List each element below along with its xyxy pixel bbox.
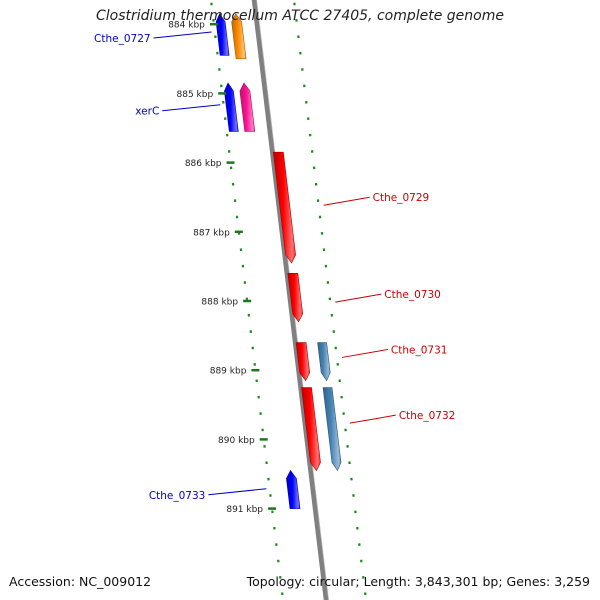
gene-label-layer: Cthe_0727 xerC Cthe_0729 Cthe_0730 Cthe_0731… xyxy=(94,31,456,502)
backbone-line xyxy=(251,0,329,600)
tick-label: 888 kbp xyxy=(201,298,238,308)
gene-label[interactable]: Cthe_0727 xyxy=(94,31,212,45)
topology-text: Topology: circular; Length: 3,843,301 bp… xyxy=(246,574,590,589)
gene-feature-reverse[interactable] xyxy=(215,13,230,56)
gene-feature-forward[interactable] xyxy=(287,272,304,323)
tick-label: 891 kbp xyxy=(226,505,263,515)
gene-feature-forward[interactable] xyxy=(301,387,321,472)
gene-label-text: Cthe_0727 xyxy=(94,33,151,45)
label-leader-line xyxy=(162,104,221,112)
gene-feature-forward[interactable] xyxy=(317,342,331,382)
gene-label-text: Cthe_0731 xyxy=(391,344,448,356)
gene-label[interactable]: xerC xyxy=(135,104,221,118)
gene-feature-reverse[interactable] xyxy=(224,82,239,132)
gene-feature-forward[interactable] xyxy=(272,151,296,264)
gene-feature-reverse[interactable] xyxy=(286,469,301,509)
tick-label: 884 kbp xyxy=(168,21,205,31)
tick-label: 890 kbp xyxy=(218,436,255,446)
label-leader-line xyxy=(349,414,396,424)
gene-label-text: Cthe_0733 xyxy=(149,490,206,502)
gene-feature-forward[interactable] xyxy=(322,387,342,472)
gene-label[interactable]: Cthe_0729 xyxy=(323,192,430,206)
tick-label: 886 kbp xyxy=(185,159,222,169)
label-leader-line xyxy=(335,293,382,303)
tick-label: 885 kbp xyxy=(177,90,214,100)
gene-label-text: Cthe_0732 xyxy=(399,410,456,422)
gene-label[interactable]: Cthe_0733 xyxy=(149,488,267,502)
gene-feature-reverse[interactable] xyxy=(239,82,256,132)
label-leader-line xyxy=(208,488,267,496)
tick-label: 889 kbp xyxy=(210,367,247,377)
gene-feature-reverse[interactable] xyxy=(231,13,247,60)
map-title: Clostridium thermocellum ATCC 27405, com… xyxy=(96,8,504,24)
gene-label[interactable]: Cthe_0730 xyxy=(335,289,441,303)
gene-label-text: xerC xyxy=(135,106,159,118)
accession-text: Accession: NC_009012 xyxy=(9,574,152,589)
label-leader-line xyxy=(323,196,370,206)
label-leader-line xyxy=(341,348,389,358)
tick-label: 887 kbp xyxy=(193,228,230,238)
gene-label-text: Cthe_0729 xyxy=(373,192,430,204)
gene-label[interactable]: Cthe_0732 xyxy=(349,410,456,424)
gene-label-text: Cthe_0730 xyxy=(384,289,441,301)
label-leader-line xyxy=(153,31,212,39)
gene-label[interactable]: Cthe_0731 xyxy=(341,344,448,358)
gene-feature-forward[interactable] xyxy=(295,342,311,382)
gene-layer xyxy=(215,13,342,509)
right-dotted-track xyxy=(292,0,368,600)
